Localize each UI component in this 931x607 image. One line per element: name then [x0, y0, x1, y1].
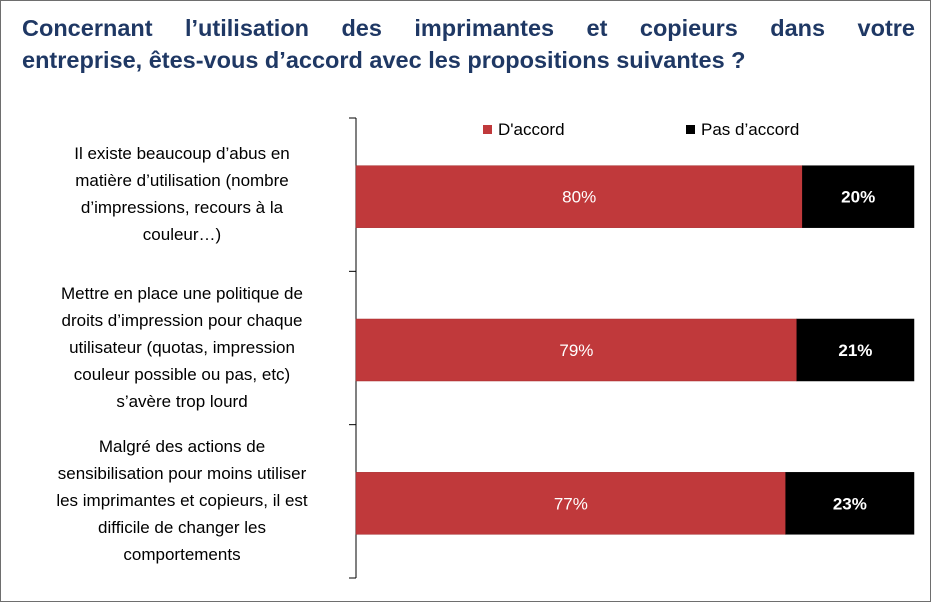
category-label-1: Il existe beaucoup d’abus en matière d’ut… [27, 140, 337, 248]
category-label-line: d’impressions, recours à la [80, 197, 284, 217]
legend-label-d-accord: D'accord [498, 120, 565, 139]
legend-label-pas-d-accord: Pas d’accord [701, 120, 800, 139]
category-label-line: matière d’utilisation (nombre [75, 170, 289, 190]
category-label-line: comportements [123, 544, 241, 564]
category-label-line: Il existe beaucoup d’abus en [74, 143, 290, 163]
category-label-line: couleur…) [142, 224, 222, 244]
data-label-pas-d-accord-2: 21% [838, 341, 872, 360]
category-label-line: utilisateur (quotas, impression [69, 337, 295, 357]
legend-item-d-accord: D'accord [483, 118, 565, 142]
bar-d-accord-2 [355, 318, 798, 382]
chart-title-line-1: Concernant l’utilisation des imprimantes… [22, 15, 915, 41]
category-label-line: s’avère trop lourd [116, 391, 248, 411]
category-label-2: Mettre en place une politique de droits d… [27, 280, 337, 415]
category-label-line: difficile de changer les [98, 517, 266, 537]
category-label-line: droits d’impression pour chaque [61, 310, 303, 330]
bar-pas-d-accord-1 [802, 165, 915, 228]
category-label-line: couleur possible ou pas, etc) [73, 364, 291, 384]
category-label-line: les imprimantes et copieurs, il est [56, 490, 308, 510]
data-label-d-accord-1: 80% [562, 188, 596, 207]
bar-pas-d-accord-2 [796, 318, 915, 382]
legend-swatch-pas-d-accord [686, 125, 695, 134]
category-label-line: sensibilisation pour moins utiliser [57, 463, 307, 483]
category-label-line: Mettre en place une politique de [61, 283, 303, 303]
data-label-pas-d-accord-3: 23% [833, 494, 867, 513]
legend-swatch-d-accord [483, 125, 492, 134]
data-label-d-accord-3: 77% [554, 494, 588, 513]
bar-pas-d-accord-3 [785, 472, 915, 535]
data-label-d-accord-2: 79% [559, 341, 593, 360]
chart-title-line-2: entreprise, êtes-vous d’accord avec les … [22, 47, 746, 73]
data-label-pas-d-accord-1: 20% [841, 188, 875, 207]
category-label-3: Malgré des actions de sensibilisation pou… [27, 433, 337, 568]
chart-title: Concernant l’utilisation des imprimantes… [22, 12, 915, 76]
category-label-line: Malgré des actions de [98, 436, 266, 456]
legend-item-pas-d-accord: Pas d’accord [686, 118, 799, 142]
